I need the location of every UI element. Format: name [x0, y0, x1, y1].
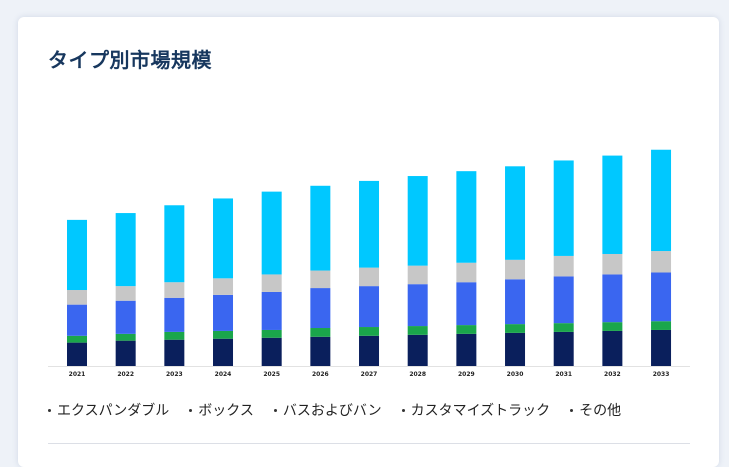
bar-segment	[67, 342, 87, 366]
x-tick-label: 2030	[507, 371, 524, 378]
bar-segment	[407, 334, 428, 366]
bar-segment	[67, 290, 87, 305]
x-tick-label: 2032	[604, 371, 621, 378]
bar-segment	[213, 338, 234, 366]
bar-segment	[651, 149, 672, 252]
bar-segment	[310, 270, 331, 289]
x-tick-label: 2033	[653, 371, 670, 378]
x-tick-label: 2027	[361, 371, 378, 378]
bar-segment	[67, 219, 87, 291]
bar-segment	[456, 171, 477, 263]
bar-segment	[359, 267, 380, 287]
divider	[48, 443, 690, 444]
legend-label: カスタマイズトラック	[410, 403, 551, 419]
bar-segment	[456, 333, 477, 366]
bar-segment	[407, 265, 428, 285]
bar-segment	[310, 288, 331, 329]
bar-segment	[456, 262, 477, 283]
chart-legend: エクスパンダブル ボックス バスおよびバン カスタマイズトラック その他	[48, 400, 621, 420]
bar-segment	[261, 191, 282, 275]
bar-segment	[213, 294, 234, 331]
bar-segment	[213, 198, 234, 279]
bar-segment	[359, 327, 380, 336]
bar-segment	[505, 259, 526, 280]
bullet-icon	[401, 408, 405, 412]
x-tick-label: 2029	[458, 371, 475, 378]
bar-segment	[456, 325, 477, 334]
bar-segment	[553, 331, 574, 366]
bar-segment	[651, 251, 672, 273]
bar-segment	[261, 274, 282, 292]
bar-segment	[456, 282, 477, 326]
legend-item-box: ボックス	[189, 400, 254, 420]
bar-segment	[359, 180, 380, 268]
bar-segment	[407, 176, 428, 266]
x-tick-label: 2028	[409, 371, 426, 378]
bar-segment	[164, 339, 185, 366]
bar-segment	[602, 253, 623, 275]
bar-segment	[261, 337, 282, 366]
x-tick-label: 2031	[555, 371, 572, 378]
bar-segment	[553, 255, 574, 277]
bullet-icon	[48, 408, 51, 412]
chart-card: タイプ別市場規模 2021 2022 2023 2024 2025 2026 2027 202…	[18, 17, 719, 467]
bar-segment	[164, 331, 185, 340]
bar-segment	[602, 274, 623, 323]
bar-segment	[115, 340, 136, 366]
legend-item-expandable: エクスパンダブル	[48, 400, 169, 420]
bullet-icon	[189, 408, 193, 412]
bar-segment	[505, 324, 526, 333]
bar-segment	[359, 335, 380, 366]
bar-segment	[115, 300, 136, 334]
legend-label: エクスパンダブル	[57, 403, 170, 419]
legend-item-custom-truck: カスタマイズトラック	[401, 400, 551, 420]
bar-segment	[261, 329, 282, 338]
x-tick-label: 2022	[117, 371, 134, 378]
stacked-bar-chart: 2021 2022 2023 2024 2025 2026 2027 2028 2029 2030…	[48, 149, 690, 378]
bar-segment	[310, 328, 331, 337]
bar-segment	[651, 272, 672, 322]
x-tick-label: 2025	[263, 371, 280, 378]
bar-segment	[115, 213, 136, 287]
bar-segment	[505, 166, 526, 260]
bullet-icon	[273, 408, 277, 412]
bullet-icon	[570, 408, 574, 412]
legend-item-other: その他	[570, 400, 621, 420]
bar-segment	[651, 329, 672, 366]
x-tick-label: 2024	[215, 371, 232, 378]
bar-segment	[359, 286, 380, 328]
legend-label: その他	[579, 403, 622, 419]
legend-item-bus-van: バスおよびバン	[273, 400, 382, 420]
bar-segment	[164, 297, 185, 332]
bar-segment	[310, 185, 331, 271]
bar-segment	[553, 323, 574, 332]
bar-segment	[115, 286, 136, 301]
bar-segment	[115, 333, 136, 341]
bar-segment	[67, 304, 87, 336]
bar-segment	[553, 276, 574, 324]
legend-label: バスおよびバン	[282, 403, 382, 419]
bar-segment	[651, 321, 672, 330]
bar-segment	[164, 282, 185, 298]
bar-segment	[602, 155, 623, 254]
bar-segment	[407, 284, 428, 327]
chart-title: タイプ別市場規模	[48, 48, 212, 72]
bar-segment	[505, 279, 526, 325]
bar-segment	[407, 326, 428, 335]
bar-segment	[553, 160, 574, 256]
bar-segment	[67, 335, 87, 343]
x-tick-label: 2023	[166, 371, 183, 378]
bar-segment	[164, 205, 185, 283]
bar-segment	[213, 278, 234, 295]
bar-segment	[602, 330, 623, 366]
x-tick-label: 2026	[312, 371, 329, 378]
bar-segment	[261, 291, 282, 330]
bar-segment	[505, 332, 526, 366]
bar-segment	[602, 322, 623, 331]
x-tick-label: 2021	[69, 371, 86, 378]
bar-segment	[213, 330, 234, 339]
bar-segment	[310, 336, 331, 366]
legend-label: ボックス	[198, 403, 254, 419]
